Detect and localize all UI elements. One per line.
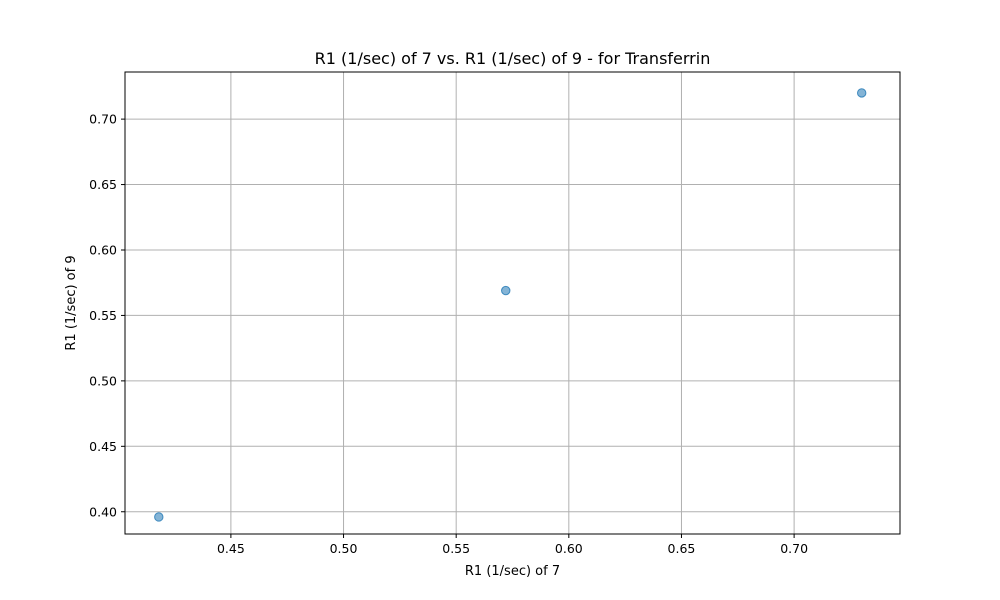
y-tick-label: 0.65	[89, 177, 117, 192]
y-tick-label: 0.45	[89, 439, 117, 454]
y-tick-label: 0.70	[89, 112, 117, 127]
scatter-point	[154, 512, 164, 522]
x-tick-label: 0.45	[217, 541, 245, 556]
chart-title: R1 (1/sec) of 7 vs. R1 (1/sec) of 9 - fo…	[315, 49, 711, 68]
x-tick-label: 0.50	[330, 541, 358, 556]
x-tick-label: 0.65	[668, 541, 696, 556]
scatter-point	[501, 285, 511, 296]
y-axis-ticks: 0.40 0.45 0.50 0.55 0.60 0.65 0.70	[89, 112, 125, 519]
y-tick-label: 0.50	[89, 373, 117, 388]
scatter-point	[857, 88, 867, 98]
data-points	[154, 88, 867, 522]
y-tick-label: 0.55	[89, 308, 117, 323]
x-tick-label: 0.60	[555, 541, 583, 556]
x-axis-label: R1 (1/sec) of 7	[465, 564, 560, 579]
y-tick-label: 0.60	[89, 242, 117, 257]
x-tick-label: 0.70	[780, 541, 808, 556]
x-tick-label: 0.55	[442, 541, 470, 556]
y-tick-label: 0.40	[89, 504, 117, 519]
grid	[125, 72, 900, 534]
x-axis-ticks: 0.45 0.50 0.55 0.60 0.65 0.70	[217, 534, 808, 556]
plot-area-frame	[124, 71, 901, 535]
y-axis-label: R1 (1/sec) of 9	[64, 255, 79, 350]
